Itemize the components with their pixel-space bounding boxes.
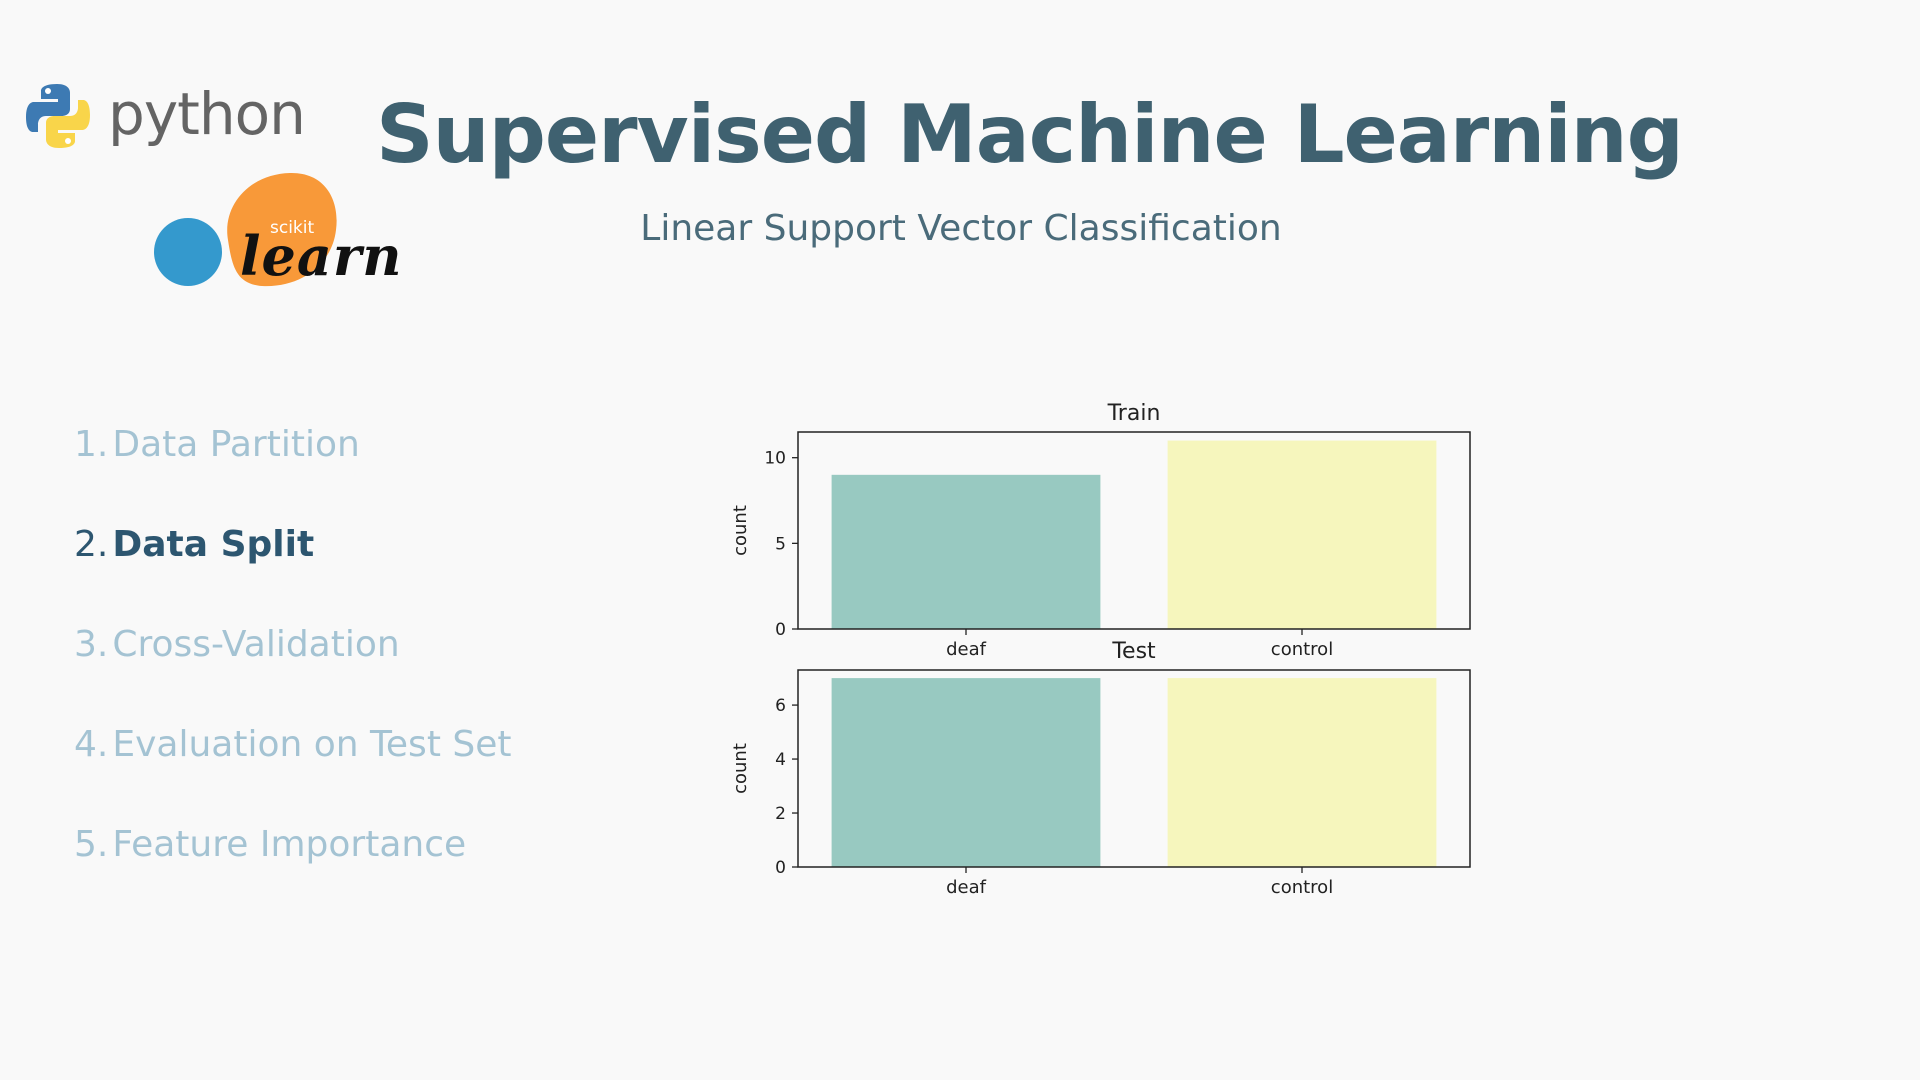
charts-figure: 0 5 10 deaf control Train count 0 2 4 6 deaf control… <box>700 390 1500 910</box>
step-number: 4. <box>74 724 109 765</box>
x-tick-label-deaf: deaf <box>946 877 987 898</box>
x-tick-label-deaf: deaf <box>946 639 987 660</box>
step-number: 3. <box>74 624 109 665</box>
step-item-data-split: 2. Data Split <box>74 524 512 624</box>
step-number: 5. <box>74 824 109 865</box>
y-axis-label: count <box>730 743 751 794</box>
bar-control <box>1167 440 1437 629</box>
chart-title: Train <box>1107 401 1161 426</box>
step-label: Data Split <box>112 524 315 565</box>
y-tick-label: 6 <box>775 696 786 716</box>
axes-frame <box>797 431 1471 630</box>
axes-frame <box>797 669 1471 868</box>
steps-list: 1. Data Partition 2. Data Split 3. Cross… <box>74 424 512 924</box>
python-wordmark: python <box>108 80 306 148</box>
step-item-feature-importance: 5. Feature Importance <box>74 824 512 924</box>
step-label: Feature Importance <box>112 824 467 865</box>
y-tick-label: 10 <box>764 449 786 469</box>
page-title: Supervised Machine Learning <box>376 88 1684 181</box>
step-label: Data Partition <box>112 424 360 465</box>
sklearn-blobs-icon <box>154 172 337 287</box>
page-subtitle: Linear Support Vector Classification <box>640 208 1282 249</box>
step-number: 2. <box>74 524 109 565</box>
y-tick-label: 2 <box>775 804 786 824</box>
chart-title: Test <box>1111 639 1156 664</box>
y-tick-label: 4 <box>775 750 786 770</box>
y-axis-label: count <box>730 505 751 556</box>
sklearn-big-text: learn <box>240 224 403 288</box>
step-item-evaluation: 4. Evaluation on Test Set <box>74 724 512 824</box>
step-item-cross-validation: 3. Cross-Validation <box>74 624 512 724</box>
bar-deaf <box>831 474 1101 629</box>
step-label: Evaluation on Test Set <box>112 724 512 765</box>
x-tick-label-control: control <box>1271 877 1333 898</box>
bar-control <box>1167 678 1437 867</box>
step-number: 1. <box>74 424 109 465</box>
step-item-data-partition: 1. Data Partition <box>74 424 512 524</box>
y-tick-label: 0 <box>775 858 786 878</box>
bar-charts: 0 5 10 deaf control Train count 0 2 4 6 deaf control… <box>730 401 1471 898</box>
sklearn-logo: scikit learn <box>150 170 402 290</box>
bar-deaf <box>831 678 1101 867</box>
step-label: Cross-Validation <box>112 624 400 665</box>
y-tick-label: 0 <box>775 620 786 640</box>
x-tick-label-control: control <box>1271 639 1333 660</box>
python-logo: python <box>24 80 324 162</box>
python-snake-icon <box>26 84 90 148</box>
sklearn-small-text: scikit <box>270 218 315 238</box>
y-tick-label: 5 <box>775 534 786 554</box>
